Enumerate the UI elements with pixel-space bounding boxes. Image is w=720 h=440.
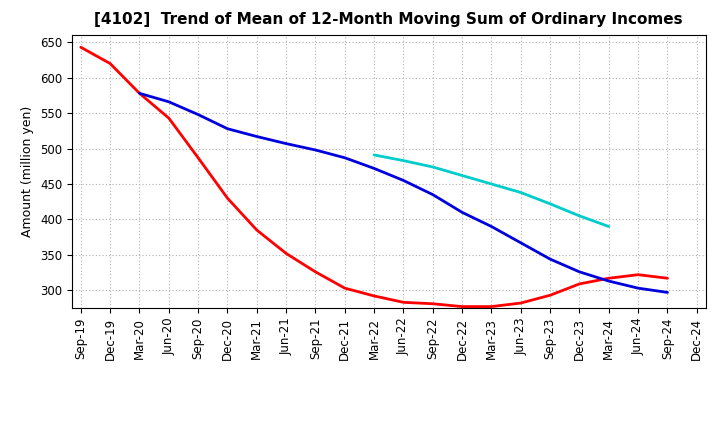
5 Years: [164, 99, 173, 104]
3 Years: [428, 301, 437, 306]
3 Years: [605, 275, 613, 281]
Title: [4102]  Trend of Mean of 12-Month Moving Sum of Ordinary Incomes: [4102] Trend of Mean of 12-Month Moving …: [94, 12, 683, 27]
7 Years: [370, 152, 379, 158]
3 Years: [341, 286, 349, 291]
3 Years: [370, 293, 379, 299]
5 Years: [663, 290, 672, 295]
3 Years: [458, 304, 467, 309]
Line: 7 Years: 7 Years: [374, 155, 609, 227]
7 Years: [516, 190, 525, 195]
7 Years: [428, 165, 437, 170]
Line: 5 Years: 5 Years: [140, 93, 667, 293]
5 Years: [634, 286, 642, 291]
5 Years: [399, 178, 408, 183]
7 Years: [575, 213, 584, 219]
3 Years: [311, 269, 320, 275]
3 Years: [194, 155, 202, 161]
3 Years: [76, 44, 85, 50]
3 Years: [164, 115, 173, 121]
3 Years: [282, 251, 290, 256]
3 Years: [223, 195, 232, 201]
7 Years: [399, 158, 408, 163]
3 Years: [487, 304, 496, 309]
5 Years: [341, 155, 349, 161]
3 Years: [663, 275, 672, 281]
Legend: 3 Years, 5 Years, 7 Years, 10 Years: 3 Years, 5 Years, 7 Years, 10 Years: [173, 437, 605, 440]
5 Years: [487, 224, 496, 229]
Line: 3 Years: 3 Years: [81, 47, 667, 307]
3 Years: [106, 61, 114, 66]
7 Years: [546, 201, 554, 206]
5 Years: [135, 91, 144, 96]
7 Years: [487, 181, 496, 187]
3 Years: [634, 272, 642, 277]
3 Years: [399, 300, 408, 305]
5 Years: [575, 269, 584, 275]
3 Years: [575, 281, 584, 286]
5 Years: [605, 279, 613, 284]
7 Years: [458, 173, 467, 178]
5 Years: [516, 240, 525, 246]
7 Years: [605, 224, 613, 229]
3 Years: [516, 301, 525, 306]
5 Years: [458, 210, 467, 215]
3 Years: [546, 293, 554, 298]
5 Years: [223, 126, 232, 132]
5 Years: [370, 166, 379, 171]
3 Years: [135, 91, 144, 96]
5 Years: [311, 147, 320, 153]
Y-axis label: Amount (million yen): Amount (million yen): [22, 106, 35, 237]
5 Years: [253, 134, 261, 139]
5 Years: [194, 112, 202, 117]
5 Years: [282, 141, 290, 146]
5 Years: [428, 192, 437, 197]
5 Years: [546, 257, 554, 262]
3 Years: [253, 227, 261, 233]
